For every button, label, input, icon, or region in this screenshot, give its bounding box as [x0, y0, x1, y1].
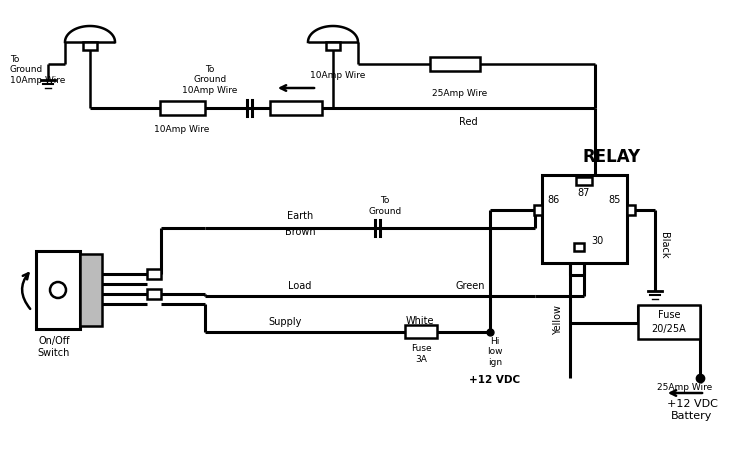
Text: Green: Green	[455, 281, 485, 291]
Circle shape	[50, 282, 66, 298]
Text: 25Amp Wire: 25Amp Wire	[657, 384, 713, 393]
Bar	[638, 305, 700, 339]
Text: 10Amp Wire: 10Amp Wire	[155, 125, 210, 134]
Text: 10Amp Wire: 10Amp Wire	[310, 71, 366, 80]
Text: 87: 87	[578, 188, 590, 198]
Text: +12 VDC: +12 VDC	[469, 375, 521, 385]
Text: To
Ground
10Amp Wire: To Ground 10Amp Wire	[182, 65, 238, 95]
Text: 25Amp Wire: 25Amp Wire	[433, 89, 488, 99]
Text: Supply: Supply	[268, 317, 302, 327]
Bar	[147, 289, 161, 299]
Bar	[270, 101, 322, 115]
Polygon shape	[65, 26, 115, 42]
Text: Red: Red	[459, 117, 477, 127]
Bar	[534, 205, 542, 215]
Bar	[83, 42, 97, 50]
Text: 85: 85	[609, 195, 622, 205]
Text: Fuse: Fuse	[658, 310, 681, 320]
Text: Yellow: Yellow	[553, 305, 563, 335]
Bar	[160, 101, 205, 115]
Text: On/Off
Switch: On/Off Switch	[38, 336, 70, 358]
Polygon shape	[308, 26, 358, 42]
Bar	[574, 243, 584, 251]
Text: 86: 86	[548, 195, 560, 205]
Bar	[147, 269, 161, 279]
Bar	[542, 175, 627, 263]
Text: 20/25A: 20/25A	[651, 324, 686, 334]
Bar	[405, 325, 437, 338]
Text: 30: 30	[591, 236, 603, 246]
Bar	[36, 251, 80, 329]
Bar	[627, 205, 635, 215]
Text: Brown: Brown	[285, 227, 315, 237]
Bar	[430, 57, 480, 71]
Text: Black: Black	[659, 232, 669, 259]
Text: Earth: Earth	[287, 211, 313, 221]
Text: White: White	[406, 316, 434, 326]
Text: Hi
low
ign: Hi low ign	[487, 337, 503, 367]
Bar	[326, 42, 340, 50]
Text: Fuse
3A: Fuse 3A	[411, 344, 431, 364]
Text: Load: Load	[288, 281, 311, 291]
Bar	[80, 254, 102, 326]
Text: To
Ground
10Amp Wire: To Ground 10Amp Wire	[10, 55, 66, 85]
Text: RELAY: RELAY	[583, 148, 641, 166]
Bar	[576, 177, 592, 185]
Text: +12 VDC
Battery: +12 VDC Battery	[666, 399, 717, 421]
Text: To
Ground: To Ground	[368, 196, 402, 216]
